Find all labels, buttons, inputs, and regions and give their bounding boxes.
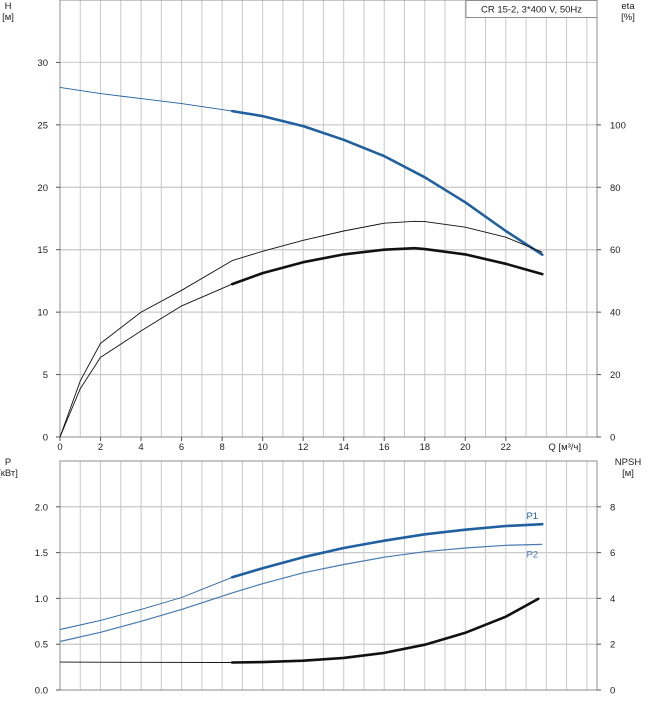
left-tick-label: 30 — [37, 58, 48, 69]
x-tick-label: 8 — [219, 442, 224, 453]
title-box — [465, 0, 598, 18]
left-tick-label: 0.0 — [35, 686, 48, 697]
left-tick-label: 0.5 — [35, 640, 48, 651]
bottom-panel: 0.0 0.5 1.0 1.5 2.0 0 2 4 6 8 P[кВт] NPSH[м] P1 P2 — [0, 457, 641, 697]
x-axis-label: Q [м³/ч] — [548, 442, 581, 453]
plot-frame — [59, 0, 598, 438]
x-tick-label: 0 — [57, 442, 62, 453]
left-axis-symbol: H — [5, 1, 12, 12]
left-tick-label: 15 — [37, 245, 48, 256]
series-line — [59, 598, 539, 663]
right-axis-unit: [%] — [621, 12, 635, 23]
left-axis-symbol: P — [5, 457, 11, 468]
x-tick-label: 6 — [179, 442, 184, 453]
top-panel: 0 5 10 15 20 25 30 0 20 40 60 80 100 H[м] eta[%] 0 2 4 6 8 1… — [2, 0, 635, 453]
right-axis-symbol: eta — [621, 1, 635, 12]
right-tick-label: 80 — [610, 183, 621, 194]
left-tick-label: 10 — [37, 308, 48, 319]
right-tick-label: 4 — [610, 594, 615, 605]
right-axis-symbol: NPSH — [615, 457, 642, 468]
plot-frame — [59, 460, 598, 691]
right-axis-unit: [м] — [622, 468, 634, 479]
left-tick-label: 25 — [37, 120, 48, 131]
left-tick-label: 0 — [43, 433, 48, 444]
right-tick-label: 40 — [610, 308, 621, 319]
series-line — [59, 220, 543, 438]
left-axis-unit: [м] — [2, 12, 14, 23]
series-line-duty — [230, 246, 544, 286]
right-tick-label: 6 — [610, 548, 615, 559]
x-tick-label: 18 — [419, 442, 430, 453]
right-tick-label: 0 — [610, 686, 615, 697]
series-line — [59, 543, 543, 643]
left-tick-label: 1.5 — [35, 548, 48, 559]
series-line-duty — [230, 597, 540, 664]
chart-title: CR 15-2, 3*400 V, 50Hz — [481, 5, 582, 16]
x-tick-label: 14 — [338, 442, 349, 453]
x-tick-label: 16 — [379, 442, 390, 453]
series-line — [59, 86, 543, 256]
x-tick-label: 10 — [257, 442, 268, 453]
left-tick-label: 2.0 — [35, 502, 48, 513]
left-tick-label: 1.0 — [35, 594, 48, 605]
series-label: P1 — [526, 511, 538, 522]
series-label: P2 — [526, 549, 538, 560]
series-line — [59, 523, 543, 630]
right-tick-label: 60 — [610, 245, 621, 256]
left-axis-unit: [кВт] — [0, 468, 18, 479]
series-line-duty — [230, 109, 544, 256]
x-tick-label: 12 — [298, 442, 309, 453]
left-tick-label: 5 — [43, 370, 48, 381]
right-tick-label: 20 — [610, 370, 621, 381]
series-line-duty — [230, 522, 544, 579]
right-tick-label: 2 — [610, 640, 615, 651]
x-tick-label: 20 — [460, 442, 471, 453]
left-tick-label: 20 — [37, 183, 48, 194]
right-tick-label: 100 — [610, 120, 626, 131]
right-tick-label: 0 — [610, 433, 615, 444]
series-line — [59, 247, 543, 438]
right-tick-label: 8 — [610, 502, 615, 513]
x-tick-label: 4 — [138, 442, 143, 453]
x-tick-label: 22 — [501, 442, 512, 453]
x-tick-label: 2 — [98, 442, 103, 453]
